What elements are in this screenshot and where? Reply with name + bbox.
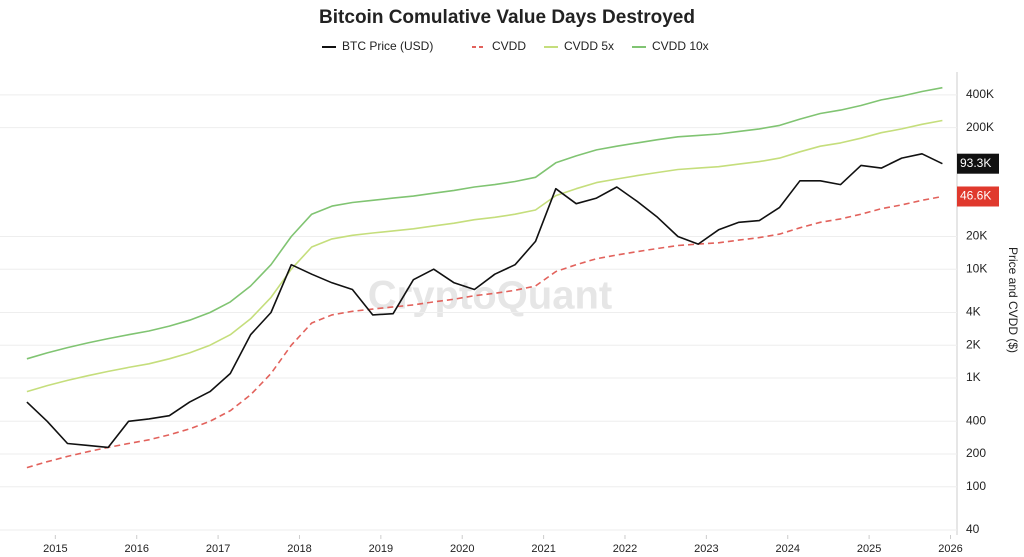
y-tick-label: 2K (966, 337, 981, 351)
series-line (26, 86, 943, 360)
y-tick-label: 200 (966, 446, 986, 460)
x-tick-label: 2023 (694, 543, 718, 555)
end-label: 93.3K (960, 156, 991, 170)
series-line (26, 119, 943, 393)
watermark: CryptoQuant (368, 274, 612, 318)
legend-label: CVDD (492, 39, 526, 53)
x-tick-label: 2020 (450, 543, 474, 555)
x-tick-label: 2019 (369, 543, 393, 555)
y-axis-title: Price and CVDD ($) (1006, 247, 1020, 353)
x-tick-label: 2021 (531, 543, 555, 555)
y-tick-label: 10K (966, 261, 987, 275)
x-tick-label: 2016 (124, 543, 148, 555)
x-tick-label: 2017 (206, 543, 230, 555)
legend-label: BTC Price (USD) (342, 39, 433, 53)
end-label-box (957, 153, 999, 174)
legend-label: CVDD 5x (564, 39, 614, 53)
end-label-box (957, 186, 999, 207)
y-tick-label: 400 (966, 413, 986, 427)
y-tick-label: 400K (966, 87, 994, 101)
x-tick-label: 2024 (775, 543, 799, 555)
chart-title: Bitcoin Comulative Value Days Destroyed (319, 7, 695, 28)
x-tick-label: 2022 (613, 543, 637, 555)
y-tick-label: 20K (966, 229, 987, 243)
y-tick-label: 1K (966, 370, 981, 384)
x-tick-label: 2015 (43, 543, 67, 555)
x-tick-label: 2025 (857, 543, 881, 555)
x-tick-label: 2018 (287, 543, 311, 555)
series-line (26, 153, 943, 449)
y-tick-label: 40 (966, 522, 980, 536)
series-line (26, 195, 943, 469)
y-tick-label: 4K (966, 305, 981, 319)
y-tick-label: 100 (966, 479, 986, 493)
x-tick-label: 2026 (938, 543, 962, 555)
y-tick-label: 200K (966, 120, 994, 134)
end-label: 46.6K (960, 189, 991, 203)
legend-label: CVDD 10x (652, 39, 709, 53)
